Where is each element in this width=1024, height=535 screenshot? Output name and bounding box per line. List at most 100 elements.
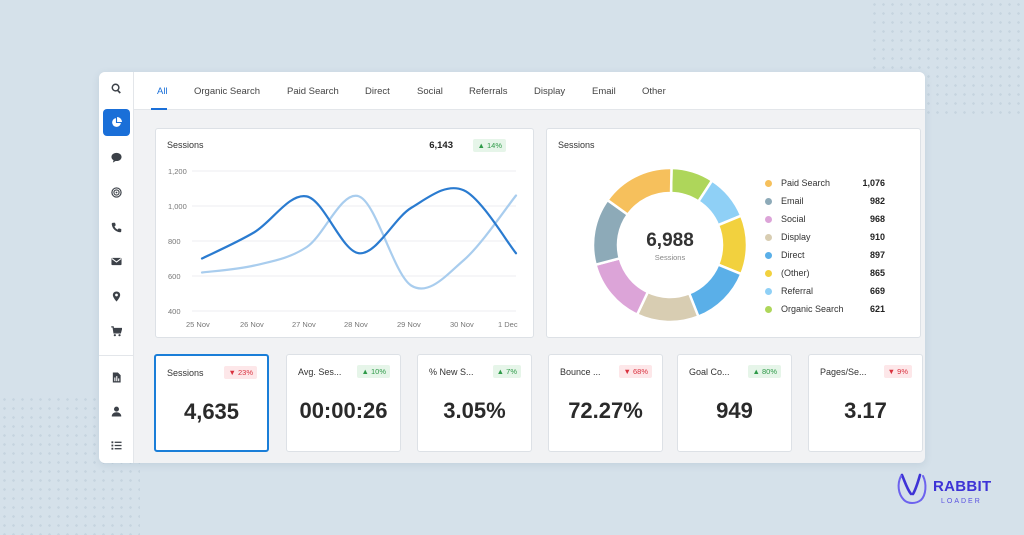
x-tick-label: 29 Nov — [397, 320, 421, 329]
legend-label: (Other) — [781, 268, 810, 278]
metric-label: Bounce ... — [560, 367, 601, 377]
legend-swatch — [765, 252, 772, 259]
metric-value: 00:00:26 — [299, 398, 388, 423]
legend-item[interactable]: (Other) 865 — [765, 268, 885, 280]
metric-card[interactable]: Goal Co... ▲ 80% 949 — [677, 354, 792, 452]
rabbit-loader-logo: RABBIT LOADER — [893, 472, 993, 510]
legend-swatch — [765, 234, 772, 241]
sessions-change-badge: ▲ 14% — [473, 139, 506, 152]
tab-other[interactable]: Other — [642, 86, 666, 97]
legend-swatch — [765, 216, 772, 223]
metric-value: 3.17 — [844, 398, 887, 423]
legend-value: 982 — [869, 196, 885, 206]
location-icon — [112, 291, 121, 302]
analytics-dashboard: All Organic Search Paid Search Direct So… — [99, 72, 925, 463]
legend-swatch — [765, 270, 772, 277]
metric-value: 4,635 — [183, 399, 240, 424]
sidebar-item-reports[interactable] — [103, 364, 130, 391]
sessions-donut-card: Sessions 6,988 Sessions Paid Search 1,076… — [546, 128, 921, 338]
legend-label: Referral — [781, 286, 814, 296]
pie-chart-icon — [112, 117, 122, 127]
legend-label: Paid Search — [781, 178, 831, 188]
metric-label: Sessions — [167, 368, 204, 378]
tab-display[interactable]: Display — [534, 86, 566, 97]
user-icon — [111, 406, 122, 417]
legend-swatch — [765, 180, 772, 187]
sidebar-item-email[interactable] — [103, 248, 130, 275]
mail-icon — [111, 257, 122, 266]
y-tick-label: 1,000 — [168, 202, 187, 211]
metric-value: 3.05% — [443, 398, 506, 423]
legend-item[interactable]: Social 968 — [765, 214, 885, 226]
legend-swatch — [765, 306, 772, 313]
sidebar-item-users[interactable] — [103, 398, 130, 425]
metric-value: 72.27% — [568, 398, 643, 423]
sidebar-item-cart[interactable] — [103, 318, 130, 345]
search-icon — [111, 83, 121, 94]
y-tick-label: 800 — [168, 237, 181, 246]
donut-card-title: Sessions — [558, 140, 595, 150]
sidebar-item-list[interactable] — [103, 432, 130, 459]
tab-paid-search[interactable]: Paid Search — [287, 86, 339, 97]
sidebar-item-location[interactable] — [103, 283, 130, 310]
x-tick-label: 28 Nov — [344, 320, 368, 329]
rabbit-logo-icon — [897, 473, 927, 504]
metric-card[interactable]: Avg. Ses... ▲ 10% 00:00:26 — [286, 354, 401, 452]
sidebar-item-calls[interactable] — [103, 214, 130, 241]
x-tick-label: 30 Nov — [450, 320, 474, 329]
y-tick-label: 400 — [168, 307, 181, 316]
metric-change-badge: ▲ 10% — [357, 365, 390, 378]
sessions-line-card: Sessions 6,143 ▲ 14% 1,200 1,000 800 600… — [155, 128, 534, 338]
brand-name: RABBIT — [933, 478, 992, 495]
tab-email[interactable]: Email — [592, 86, 616, 97]
sidebar-item-overview[interactable] — [103, 109, 130, 136]
sessions-total: 6,143 — [429, 140, 453, 151]
donut-slice[interactable] — [687, 262, 743, 319]
sidebar — [99, 72, 134, 463]
sessions-line-chart — [192, 170, 518, 312]
donut-sublabel: Sessions — [654, 253, 686, 262]
metric-change-badge: ▲ 7% — [492, 365, 521, 378]
metric-label: Avg. Ses... — [298, 367, 342, 377]
legend-item[interactable]: Referral 669 — [765, 286, 885, 298]
brand-subtitle: LOADER — [941, 498, 982, 505]
line-card-title: Sessions — [167, 140, 204, 150]
legend-label: Email — [781, 196, 804, 206]
cart-icon — [111, 326, 122, 337]
tab-social[interactable]: Social — [417, 86, 443, 97]
legend-item[interactable]: Paid Search 1,076 — [765, 178, 885, 190]
metric-change-badge: ▼ 68% — [619, 365, 652, 378]
x-tick-label: 1 Dec — [498, 320, 518, 329]
y-tick-label: 600 — [168, 272, 181, 281]
list-icon — [111, 441, 122, 450]
tab-direct[interactable]: Direct — [365, 86, 390, 97]
legend-item[interactable]: Display 910 — [765, 232, 885, 244]
sessions-donut-chart — [591, 166, 749, 324]
metric-value: 949 — [716, 398, 753, 423]
tab-all[interactable]: All — [157, 86, 168, 97]
target-icon — [111, 187, 122, 198]
legend-item[interactable]: Email 982 — [765, 196, 885, 208]
y-tick-label: 1,200 — [168, 167, 187, 176]
metric-change-badge: ▼ 9% — [883, 365, 912, 378]
sidebar-divider — [99, 355, 134, 356]
sidebar-item-chat[interactable] — [103, 144, 130, 171]
metric-card[interactable]: Bounce ... ▼ 68% 72.27% — [548, 354, 663, 452]
series-line — [200, 187, 518, 260]
donut-slice[interactable] — [594, 256, 650, 317]
legend-value: 621 — [869, 304, 885, 314]
sidebar-item-search[interactable] — [103, 75, 130, 102]
metric-card[interactable]: Sessions ▼ 23% 4,635 — [154, 354, 269, 452]
sidebar-item-target[interactable] — [103, 179, 130, 206]
legend-value: 1,076 — [862, 178, 885, 188]
metric-card[interactable]: Pages/Se... ▼ 9% 3.17 — [808, 354, 923, 452]
legend-item[interactable]: Direct 897 — [765, 250, 885, 262]
metric-change-badge: ▼ 23% — [224, 366, 257, 379]
metric-change-badge: ▲ 80% — [748, 365, 781, 378]
metric-card[interactable]: % New S... ▲ 7% 3.05% — [417, 354, 532, 452]
tab-referrals[interactable]: Referrals — [469, 86, 508, 97]
legend-item[interactable]: Organic Search 621 — [765, 304, 885, 316]
donut-slice[interactable] — [605, 166, 673, 217]
active-tab-indicator — [151, 108, 167, 110]
tab-organic-search[interactable]: Organic Search — [194, 86, 261, 97]
